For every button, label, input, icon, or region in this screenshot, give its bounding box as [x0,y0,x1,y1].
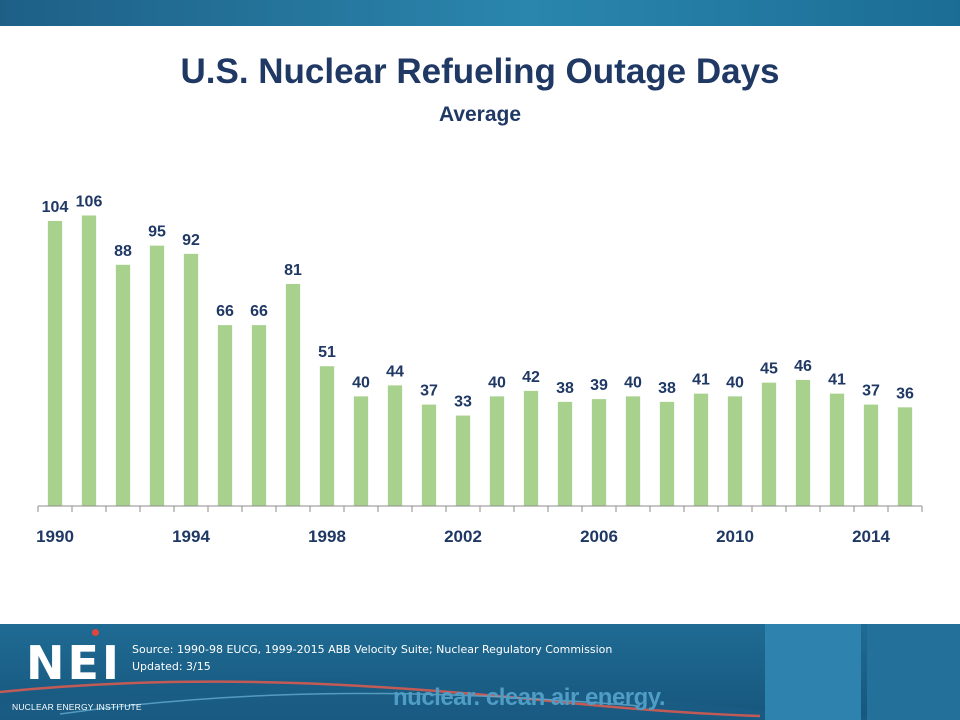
value-label-2015: 36 [896,385,914,402]
value-label-2012: 46 [794,358,812,375]
bar-2004 [523,390,539,506]
value-label-1997: 81 [284,262,302,279]
value-label-2013: 41 [828,372,846,389]
bar-chart: 104 106 88 95 92 66 66 81 51 40 44 37 33 40 42 38 39 40 38… [36,193,923,546]
footer-panel-2 [867,624,960,720]
value-label-1994: 92 [182,232,200,249]
value-label-2006: 39 [590,377,608,394]
bar-2003 [489,396,505,506]
value-label-2000: 44 [386,363,404,380]
logo-dot-icon [92,629,99,636]
bar-2008 [659,401,675,506]
x-tick-label-2010: 2010 [716,527,754,546]
tagline: nuclear. clean air energy. [393,684,666,711]
footer-panel-1 [765,624,861,720]
bar-1990 [47,220,63,506]
value-label-2014: 37 [862,383,880,400]
bar-1994 [183,253,199,506]
source-text: Source: 1990-98 EUCG, 1999-2015 ABB Velo… [132,643,613,656]
value-label-2008: 38 [658,380,676,397]
bar-2009 [693,393,709,506]
nei-logo: NEI [26,636,123,690]
bar-2012 [795,379,811,506]
value-label-2010: 40 [726,374,744,391]
bars-group [47,215,913,506]
value-label-2009: 41 [692,372,710,389]
x-tick-label-1990: 1990 [36,527,74,546]
header-bar [0,0,960,26]
value-label-2001: 37 [420,383,438,400]
value-label-2007: 40 [624,374,642,391]
bar-1995 [217,325,233,506]
value-label-1990: 104 [42,199,69,216]
bar-1991 [81,215,97,506]
value-label-1998: 51 [318,344,336,361]
bar-2000 [387,385,403,506]
bar-1996 [251,325,267,506]
source-note: Source: 1990-98 EUCG, 1999-2015 ABB Velo… [132,641,612,675]
value-label-1993: 95 [148,224,166,241]
bar-1999 [353,396,369,506]
bar-2010 [727,396,743,506]
chart-title: U.S. Nuclear Refueling Outage Days [180,52,780,91]
value-label-2002: 33 [454,394,472,411]
value-labels-group: 104 106 88 95 92 66 66 81 51 40 44 37 33 40 42 38 39 40 38… [42,193,914,410]
value-label-1995: 66 [216,303,234,320]
value-label-1999: 40 [352,374,370,391]
bar-2013 [829,393,845,506]
value-label-1996: 66 [250,303,268,320]
bar-2014 [863,404,879,506]
x-tick-label-2014: 2014 [852,527,890,546]
x-ticks-group [37,506,923,512]
x-tick-label-1994: 1994 [172,527,210,546]
bar-2002 [455,415,471,506]
bar-2011 [761,382,777,506]
bar-2005 [557,401,573,506]
updated-text: Updated: 3/15 [132,660,211,673]
x-tick-labels-group: 1990 1994 1998 2002 2006 2010 2014 [36,527,890,546]
bar-1993 [149,245,165,506]
bar-2015 [897,407,913,506]
bar-1992 [115,264,131,506]
value-label-2011: 45 [760,361,778,378]
bar-2001 [421,404,437,506]
bar-2006 [591,399,607,506]
x-tick-label-2006: 2006 [580,527,618,546]
value-label-1992: 88 [114,243,132,260]
value-label-1991: 106 [76,193,103,210]
value-label-2004: 42 [522,369,540,386]
value-label-2005: 38 [556,380,574,397]
x-tick-label-1998: 1998 [308,527,346,546]
bar-1997 [285,284,301,506]
bar-1998 [319,366,335,506]
chart-subtitle: Average [438,103,522,126]
footer-swoosh [0,679,960,720]
value-label-2003: 40 [488,374,506,391]
logo-caption: NUCLEAR ENERGY INSTITUTE [12,702,142,712]
x-tick-label-2002: 2002 [444,527,482,546]
bar-2007 [625,396,641,506]
footer-band [0,624,960,720]
